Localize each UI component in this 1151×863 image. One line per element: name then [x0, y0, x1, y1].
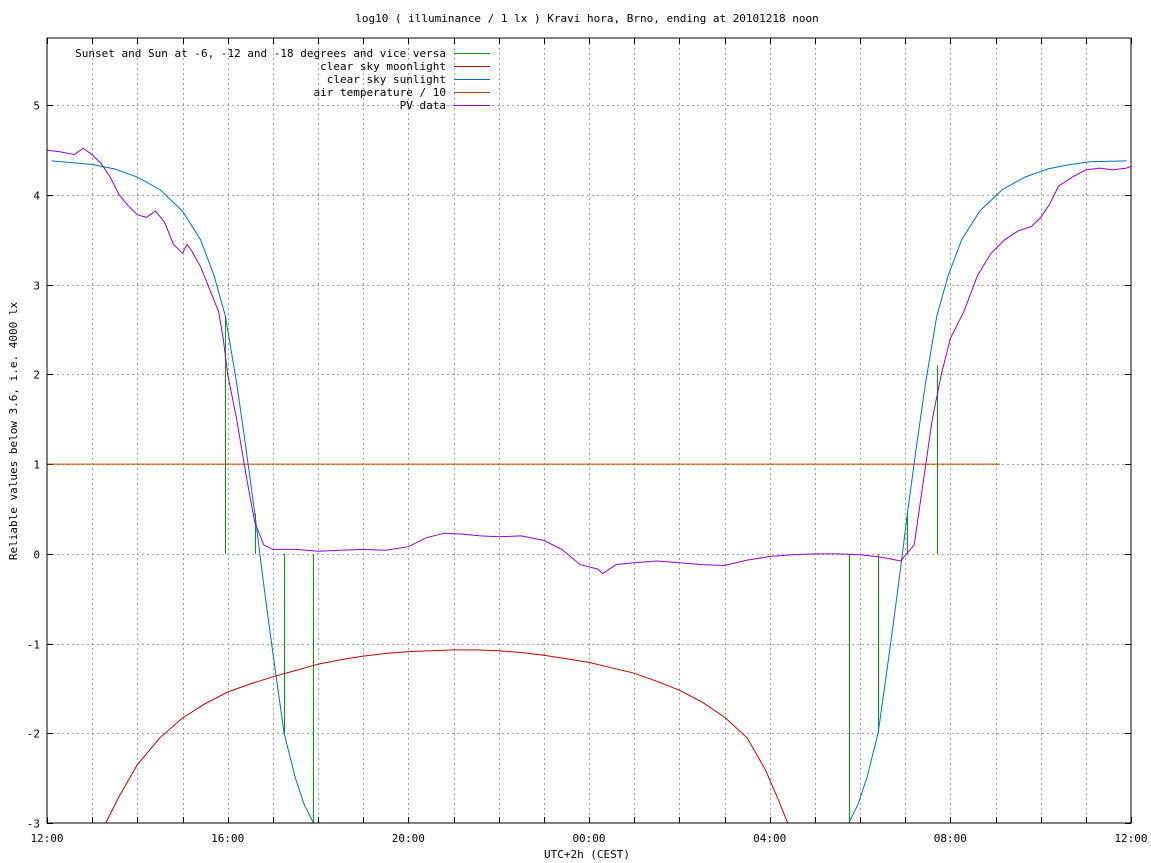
series-4 [46, 147, 1132, 575]
series-line [46, 147, 1132, 575]
x-tick-labels: 12:00 16:00 20:00 00:00 04:00 08:00 12:00 [30, 832, 1147, 845]
x-tick-label: 08:00 [934, 832, 967, 845]
series-line [105, 649, 789, 824]
x-tick-label: 12:00 [1114, 832, 1147, 845]
x-tick-label: 12:00 [30, 832, 63, 845]
grid-lines [47, 38, 1131, 823]
y-tick-label: 5 [33, 100, 40, 113]
x-tick-label: 16:00 [211, 832, 244, 845]
y-tick-label: -3 [27, 818, 40, 831]
legend-label: air temperature / 10 [314, 86, 446, 99]
x-axis-label: UTC+2h (CEST) [544, 848, 630, 861]
legend-label: clear sky moonlight [320, 60, 446, 73]
y-tick-label: -2 [27, 728, 40, 741]
y-axis-label: Reliable values below 3.6, i.e. 4000 lx [7, 301, 20, 560]
y-tick-label: 4 [33, 190, 40, 203]
x-tick-label: 00:00 [572, 832, 605, 845]
legend-label: Sunset and Sun at -6, -12 and -18 degree… [75, 47, 446, 60]
series-0 [225, 316, 938, 823]
axis-ticks [47, 38, 1132, 824]
y-tick-label: 1 [33, 459, 40, 472]
y-tick-label: 2 [33, 369, 40, 382]
chart-title: log10 ( illuminance / 1 lx ) Kravi hora,… [355, 12, 819, 25]
series-1 [105, 649, 789, 824]
y-tick-label: 3 [33, 280, 40, 293]
x-tick-label: 20:00 [392, 832, 425, 845]
y-tick-labels: 5 4 3 2 1 0 -1 -2 -3 [27, 100, 41, 831]
y-tick-label: 0 [33, 549, 40, 562]
x-tick-label: 04:00 [753, 832, 786, 845]
plot-frame [46, 37, 1132, 824]
legend: Sunset and Sun at -6, -12 and -18 degree… [75, 47, 490, 112]
y-tick-label: -1 [27, 639, 40, 652]
legend-label: PV data [400, 99, 446, 112]
legend-label: clear sky sunlight [327, 73, 446, 86]
